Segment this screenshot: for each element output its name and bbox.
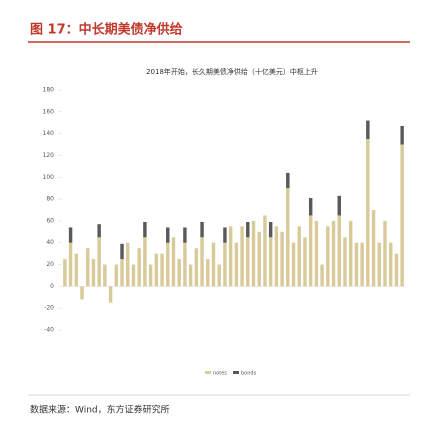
bar-segment (148, 264, 153, 287)
legend-swatch (205, 371, 211, 374)
bar-segment (143, 237, 147, 287)
bar-segment (183, 242, 187, 287)
bar-segment (308, 198, 313, 216)
bar-segment (137, 248, 141, 287)
bar-segment (200, 222, 204, 238)
bar-segment (354, 242, 359, 287)
bar-segment (108, 286, 113, 303)
chart-title: 2018年开始，长久期美债净供给（十亿美元）中枢上升 (146, 67, 318, 76)
bar-segment (388, 242, 393, 287)
bar-segment (348, 220, 353, 287)
y-tick-label: -20 (44, 305, 54, 312)
bar-segment (228, 226, 233, 287)
bar-segment (268, 222, 273, 238)
bar-segment (91, 259, 96, 287)
bar-segment (234, 242, 239, 287)
bar-segment (183, 227, 187, 243)
bar-segment (297, 226, 301, 287)
bar-segment (308, 215, 313, 287)
legend-label: bonds (241, 371, 257, 377)
bar-segment (63, 259, 67, 287)
y-tick-label: 40 (46, 239, 54, 246)
bar-segment (120, 259, 124, 287)
bar-segment (68, 242, 73, 287)
bar-segment (320, 264, 324, 287)
bar-segment (188, 264, 193, 287)
bar-segment (257, 231, 261, 287)
y-tick-label: 140 (43, 130, 55, 137)
y-tick-label: 120 (43, 152, 55, 159)
bar-segment (97, 224, 101, 238)
bar-segment (360, 242, 364, 287)
legend-swatch (233, 371, 239, 374)
bar-segment (131, 264, 136, 287)
bar-segment (194, 248, 199, 287)
bar-segment (74, 253, 79, 287)
bar-segment (286, 188, 290, 287)
bar-segment (80, 286, 84, 300)
bar-segment (251, 220, 256, 287)
bar-segment (240, 226, 244, 287)
y-tick-label: -40 (44, 327, 54, 334)
bar-segment (143, 222, 147, 238)
header: 图 17：中长期美债净供给 (30, 22, 183, 38)
bar-segment (223, 242, 227, 287)
y-tick-label: 160 (43, 108, 55, 115)
bar-segment (303, 237, 307, 287)
bar-segment (103, 264, 107, 287)
bar-segment (166, 227, 170, 243)
bar-segment (268, 237, 273, 287)
bar-segment (280, 231, 284, 287)
bar-segment (286, 172, 290, 189)
bar-segment (366, 120, 370, 140)
bar-segment (326, 226, 330, 287)
bar-segment (274, 226, 279, 287)
y-tick-label: 0 (50, 283, 54, 290)
y-tick-label: 180 (43, 87, 55, 94)
bar-segment (177, 259, 181, 287)
bar-segment (86, 248, 90, 287)
bar-segment (394, 253, 399, 287)
y-tick-label: 100 (43, 174, 55, 181)
bar-segment (377, 242, 381, 287)
bar-segment (337, 215, 341, 287)
y-tick-label: 80 (46, 196, 54, 203)
bar-segment (166, 242, 170, 287)
bar-segment (120, 243, 124, 260)
source: 数据来源：Wind，东方证券研究所 (30, 404, 170, 416)
bar-segment (206, 259, 210, 287)
bar-segment (160, 253, 164, 287)
bar-segment (400, 144, 404, 287)
bar-segment (366, 139, 370, 287)
bar-segment (383, 220, 387, 287)
bar-segment (200, 237, 204, 287)
bar-segment (337, 195, 341, 216)
bar-segment (126, 242, 130, 287)
y-tick-label: 60 (46, 217, 54, 224)
bar-segment (246, 237, 250, 287)
bar-segment (331, 220, 336, 287)
bar-segment (314, 220, 319, 287)
bar-segment (97, 237, 101, 287)
bar-segment (68, 227, 73, 243)
bar-segment (211, 242, 216, 287)
bar-segment (154, 253, 159, 287)
bar-segment (291, 242, 296, 287)
legend-label: notes (213, 371, 227, 377)
bar-segment (217, 264, 221, 287)
bar-segment (223, 227, 227, 243)
bar-segment (400, 126, 404, 145)
bar-segment (263, 215, 267, 287)
bar-segment (371, 210, 376, 287)
bar-segment (246, 222, 250, 238)
bar-segment (114, 264, 119, 287)
bar-segment (171, 237, 176, 287)
bar-segment (343, 237, 347, 287)
y-tick-label: 20 (46, 261, 54, 268)
